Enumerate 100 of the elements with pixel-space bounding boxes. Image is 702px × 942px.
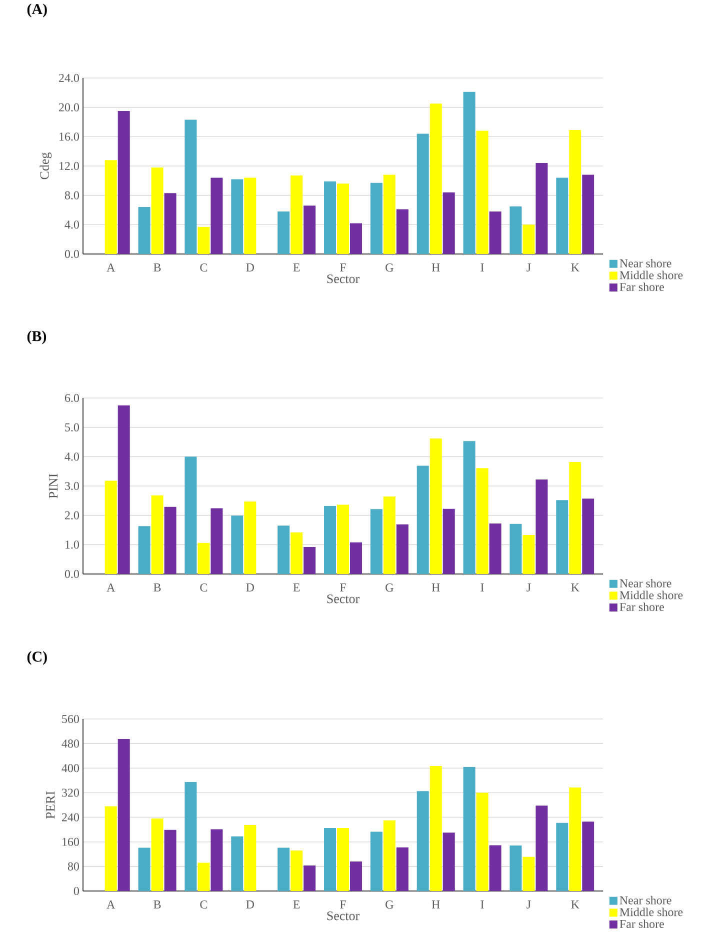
- bar: [198, 226, 210, 254]
- bar: [430, 438, 442, 574]
- bar: [184, 120, 197, 254]
- bar: [416, 791, 429, 891]
- y-tick-label: 160: [62, 838, 80, 846]
- bar: [184, 782, 197, 891]
- y-tick-label: 6.0: [64, 394, 80, 402]
- bar: [138, 848, 150, 891]
- bar: [383, 496, 396, 574]
- x-tick-label: A: [106, 264, 116, 272]
- bar: [138, 526, 150, 574]
- x-tick-label: K: [571, 264, 580, 272]
- bar: [569, 787, 582, 891]
- bar: [383, 820, 396, 891]
- y-tick-label: 4.0: [64, 452, 80, 461]
- bar: [442, 192, 455, 254]
- bar: [556, 500, 568, 574]
- bar: [210, 508, 223, 574]
- x-tick-label: I: [480, 900, 484, 908]
- bar: [198, 542, 210, 574]
- bar: [278, 526, 290, 574]
- x-tick-label: D: [246, 264, 254, 272]
- x-tick-label: E: [293, 584, 300, 592]
- y-tick-label: 80: [68, 862, 80, 870]
- y-tick-label: 560: [62, 714, 80, 724]
- chart-title: (B): [27, 330, 46, 344]
- x-tick-label: H: [432, 264, 440, 272]
- legend-label: Far shore: [620, 282, 664, 292]
- y-tick-label: 8.0: [64, 191, 80, 200]
- bar: [151, 818, 164, 891]
- bar: [463, 766, 476, 891]
- y-tick-label: 3.0: [65, 482, 80, 490]
- bar: [244, 824, 256, 891]
- bar: [370, 182, 382, 254]
- bar: [510, 206, 522, 254]
- y-tick-label: 0.0: [64, 250, 80, 258]
- bar: [244, 178, 256, 254]
- bar: [556, 822, 568, 891]
- x-tick-label: J: [526, 264, 531, 272]
- bar: [536, 806, 548, 891]
- bar: [231, 179, 244, 254]
- bar: [416, 134, 429, 254]
- bar: [569, 130, 582, 254]
- bar: [337, 184, 349, 254]
- y-tick-label: 480: [62, 740, 80, 748]
- y-tick-label: 0: [74, 886, 80, 896]
- legend-label: Near shore: [620, 258, 672, 268]
- x-tick-label: G: [386, 264, 394, 272]
- bar: [396, 209, 408, 254]
- bar: [463, 92, 476, 254]
- bar: [489, 845, 502, 891]
- bar: [396, 847, 408, 891]
- bar: [104, 480, 117, 574]
- x-tick-label: E: [293, 264, 300, 272]
- y-tick-label: 20.0: [59, 103, 79, 112]
- bar: [396, 524, 408, 574]
- bar: [210, 178, 223, 254]
- bar: [304, 547, 316, 574]
- bar: [138, 207, 150, 254]
- x-tick-label: B: [154, 264, 161, 272]
- bar: [430, 104, 442, 254]
- bar: [370, 832, 382, 891]
- chart-title: (A): [27, 4, 47, 18]
- bar: [104, 160, 117, 254]
- x-tick-label: D: [246, 900, 254, 908]
- bar: [304, 866, 316, 891]
- x-tick-label: C: [200, 900, 208, 909]
- y-tick-label: 240: [62, 813, 80, 822]
- bar: [556, 178, 568, 254]
- y-tick-label: 24.0: [59, 74, 79, 82]
- bar: [184, 456, 197, 574]
- bar: [104, 806, 117, 891]
- bar: [522, 534, 535, 574]
- y-tick-label: 0.0: [64, 570, 80, 578]
- x-axis-title: Sector: [327, 274, 360, 284]
- x-tick-label: A: [106, 900, 116, 908]
- y-tick-label: 5.0: [65, 423, 80, 432]
- bar: [324, 506, 336, 574]
- x-tick-label: H: [432, 584, 440, 592]
- bar: [476, 792, 488, 891]
- bar: [231, 836, 244, 891]
- bar: [198, 862, 210, 891]
- bar: [569, 462, 582, 574]
- x-tick-label: F: [340, 264, 346, 272]
- y-axis-title: PERI: [46, 791, 55, 819]
- x-tick-label: H: [432, 900, 440, 908]
- bar: [383, 174, 396, 254]
- bar: [244, 502, 256, 574]
- bar: [350, 862, 362, 891]
- bar: [350, 542, 362, 574]
- bar: [324, 828, 336, 891]
- bar: [442, 832, 455, 891]
- x-axis-title: Sector: [327, 594, 360, 604]
- bar: [582, 174, 594, 254]
- x-axis-title: Sector: [327, 911, 360, 920]
- bar: [151, 495, 164, 574]
- x-tick-label: G: [386, 584, 394, 592]
- bar: [476, 130, 488, 254]
- bar: [118, 738, 130, 891]
- bar: [536, 480, 548, 574]
